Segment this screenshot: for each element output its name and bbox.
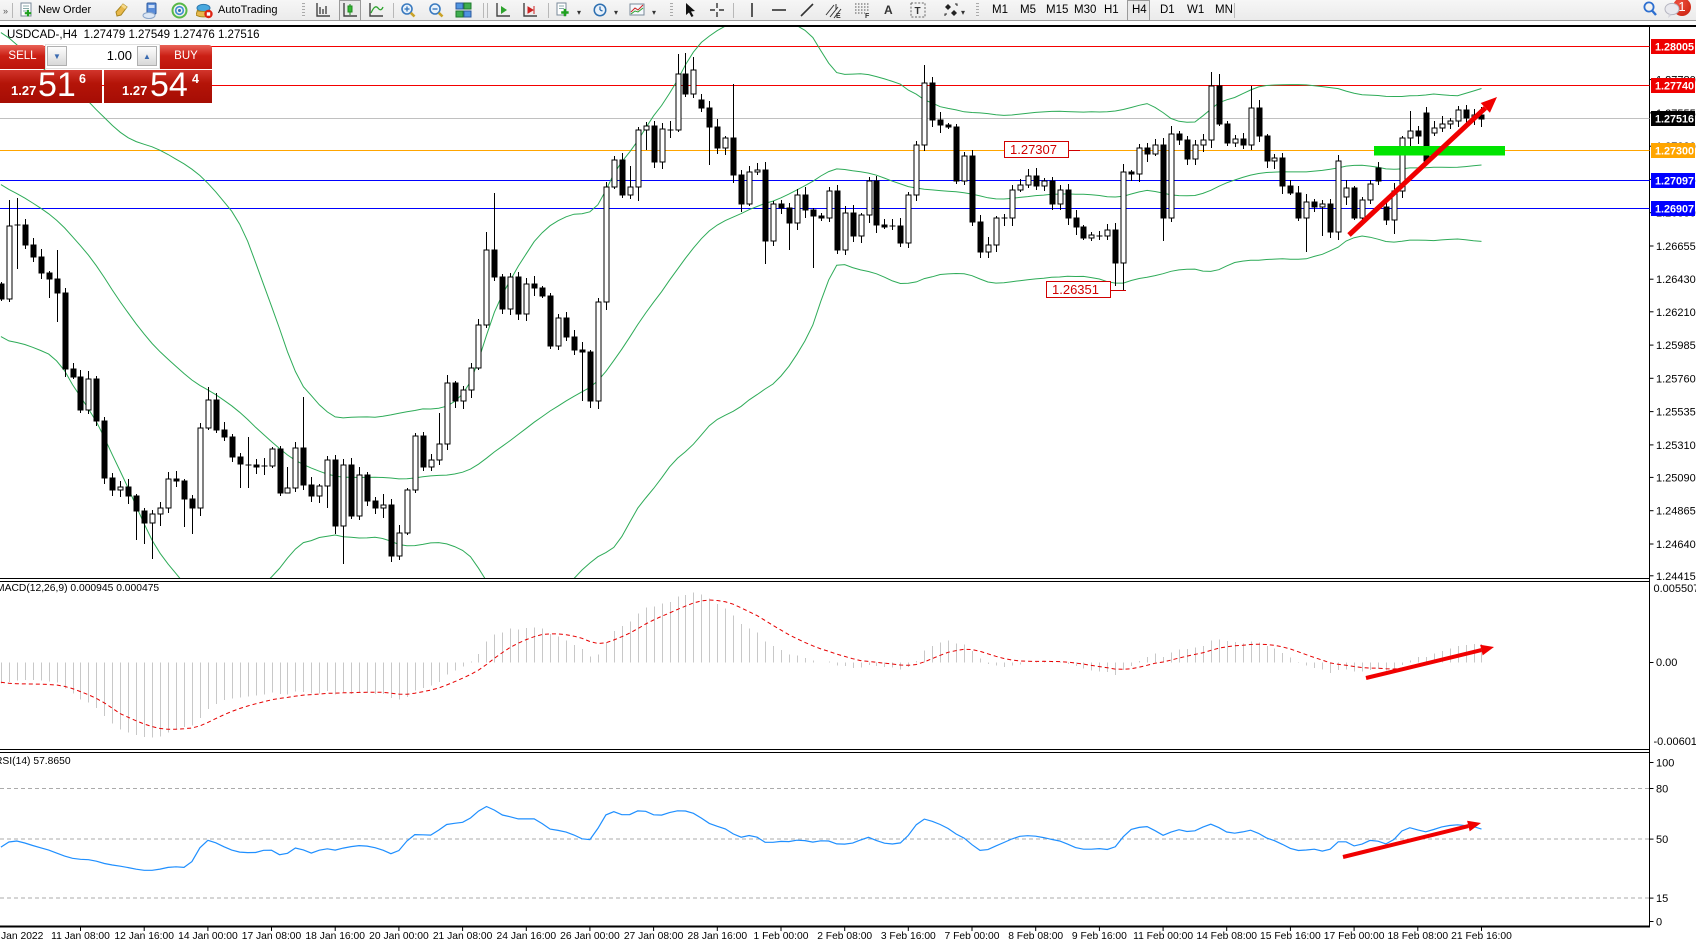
svg-text:17 Feb 00:00: 17 Feb 00:00: [1324, 931, 1385, 942]
svg-text:15 Feb 16:00: 15 Feb 16:00: [1260, 931, 1321, 942]
svg-text:18 Feb 08:00: 18 Feb 08:00: [1387, 931, 1448, 942]
svg-text:1.26430: 1.26430: [1656, 274, 1696, 286]
svg-text:9 Feb 16:00: 9 Feb 16:00: [1072, 931, 1127, 942]
svg-text:1.26351: 1.26351: [1052, 282, 1099, 297]
svg-text:26 Jan 00:00: 26 Jan 00:00: [560, 931, 620, 942]
svg-text:8 Feb 08:00: 8 Feb 08:00: [1008, 931, 1063, 942]
svg-text:28 Jan 16:00: 28 Jan 16:00: [688, 931, 748, 942]
svg-text:0.00: 0.00: [1656, 657, 1677, 669]
svg-text:11 Jan 08:00: 11 Jan 08:00: [51, 931, 110, 942]
svg-text:1.24865: 1.24865: [1656, 506, 1696, 518]
svg-text:100: 100: [1656, 758, 1674, 770]
svg-text:20 Jan 00:00: 20 Jan 00:00: [369, 931, 429, 942]
svg-text:1.26655: 1.26655: [1656, 241, 1696, 253]
svg-text:14 Jan 00:00: 14 Jan 00:00: [178, 931, 238, 942]
svg-text:MACD(12,26,9) 0.000945 0.00047: MACD(12,26,9) 0.000945 0.000475: [0, 583, 159, 594]
svg-text:F: F: [865, 13, 870, 19]
svg-text:1.27300: 1.27300: [1655, 146, 1694, 158]
svg-text:RSI(14) 57.8650: RSI(14) 57.8650: [0, 756, 71, 767]
svg-text:3 Feb 16:00: 3 Feb 16:00: [881, 931, 936, 942]
svg-text:E: E: [836, 13, 841, 19]
svg-text:50: 50: [1656, 834, 1668, 846]
svg-text:1.25535: 1.25535: [1656, 407, 1696, 419]
svg-text:27 Jan 08:00: 27 Jan 08:00: [624, 931, 684, 942]
svg-text:7 Feb 00:00: 7 Feb 00:00: [945, 931, 1000, 942]
svg-text:T: T: [915, 6, 921, 17]
svg-text:15: 15: [1656, 893, 1668, 905]
svg-text:1.26210: 1.26210: [1656, 307, 1696, 319]
svg-text:1 Feb 00:00: 1 Feb 00:00: [754, 931, 809, 942]
svg-text:1.26907: 1.26907: [1655, 204, 1694, 216]
svg-text:18 Jan 16:00: 18 Jan 16:00: [305, 931, 365, 942]
svg-text:17 Jan 08:00: 17 Jan 08:00: [242, 931, 302, 942]
svg-text:11 Feb 00:00: 11 Feb 00:00: [1133, 931, 1193, 942]
svg-text:1.27097: 1.27097: [1655, 176, 1694, 188]
svg-text:Jan 2022: Jan 2022: [1, 931, 44, 942]
svg-text:1.27307: 1.27307: [1010, 142, 1057, 157]
svg-text:12 Jan 16:00: 12 Jan 16:00: [114, 931, 174, 942]
svg-text:14 Feb 08:00: 14 Feb 08:00: [1196, 931, 1257, 942]
svg-text:1.27516: 1.27516: [1655, 114, 1694, 126]
svg-text:80: 80: [1656, 784, 1668, 796]
svg-text:1.27740: 1.27740: [1655, 81, 1694, 93]
svg-text:1.25310: 1.25310: [1656, 440, 1696, 452]
svg-text:0.005507: 0.005507: [1654, 583, 1696, 595]
svg-text:1.25985: 1.25985: [1656, 340, 1696, 352]
svg-text:21 Feb 16:00: 21 Feb 16:00: [1451, 931, 1512, 942]
svg-text:21 Jan 08:00: 21 Jan 08:00: [433, 931, 493, 942]
svg-text:0: 0: [1656, 917, 1662, 929]
svg-text:1.25760: 1.25760: [1656, 373, 1696, 385]
svg-text:1.28005: 1.28005: [1655, 42, 1694, 54]
svg-text:1.24415: 1.24415: [1656, 571, 1696, 583]
svg-text:-0.006018: -0.006018: [1654, 736, 1696, 748]
svg-text:1.25090: 1.25090: [1656, 472, 1696, 484]
svg-text:1.24640: 1.24640: [1656, 539, 1696, 551]
svg-text:24 Jan 16:00: 24 Jan 16:00: [497, 931, 557, 942]
svg-text:2 Feb 08:00: 2 Feb 08:00: [817, 931, 872, 942]
svg-text:USDCAD-,H4 1.27479 1.27549 1.: USDCAD-,H4 1.27479 1.27549 1.27476 1.275…: [7, 29, 260, 41]
